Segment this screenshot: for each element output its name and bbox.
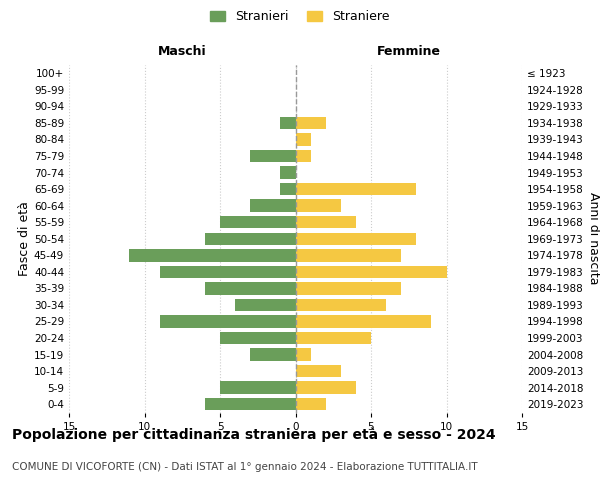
- Bar: [205, 398, 296, 410]
- Bar: [296, 365, 341, 378]
- Bar: [220, 216, 296, 228]
- Bar: [235, 298, 296, 311]
- Bar: [160, 266, 296, 278]
- Bar: [296, 298, 386, 311]
- Bar: [220, 332, 296, 344]
- Bar: [296, 183, 416, 196]
- Bar: [296, 398, 326, 410]
- Bar: [280, 166, 296, 179]
- Bar: [296, 282, 401, 294]
- Y-axis label: Anni di nascita: Anni di nascita: [587, 192, 600, 285]
- Bar: [160, 316, 296, 328]
- Bar: [296, 216, 356, 228]
- Text: Popolazione per cittadinanza straniera per età e sesso - 2024: Popolazione per cittadinanza straniera p…: [12, 428, 496, 442]
- Bar: [296, 332, 371, 344]
- Bar: [205, 232, 296, 245]
- Bar: [280, 183, 296, 196]
- Bar: [296, 134, 311, 145]
- Bar: [250, 150, 296, 162]
- Legend: Stranieri, Straniere: Stranieri, Straniere: [205, 5, 395, 28]
- Bar: [280, 116, 296, 129]
- Bar: [296, 382, 356, 394]
- Bar: [250, 200, 296, 212]
- Bar: [296, 232, 416, 245]
- Bar: [130, 249, 296, 262]
- Bar: [296, 249, 401, 262]
- Text: Maschi: Maschi: [158, 46, 206, 59]
- Bar: [296, 200, 341, 212]
- Bar: [250, 348, 296, 361]
- Bar: [296, 116, 326, 129]
- Text: Femmine: Femmine: [377, 46, 441, 59]
- Bar: [296, 266, 446, 278]
- Bar: [220, 382, 296, 394]
- Bar: [296, 316, 431, 328]
- Bar: [296, 348, 311, 361]
- Bar: [296, 150, 311, 162]
- Bar: [205, 282, 296, 294]
- Y-axis label: Fasce di età: Fasce di età: [18, 202, 31, 276]
- Text: COMUNE DI VICOFORTE (CN) - Dati ISTAT al 1° gennaio 2024 - Elaborazione TUTTITAL: COMUNE DI VICOFORTE (CN) - Dati ISTAT al…: [12, 462, 478, 472]
